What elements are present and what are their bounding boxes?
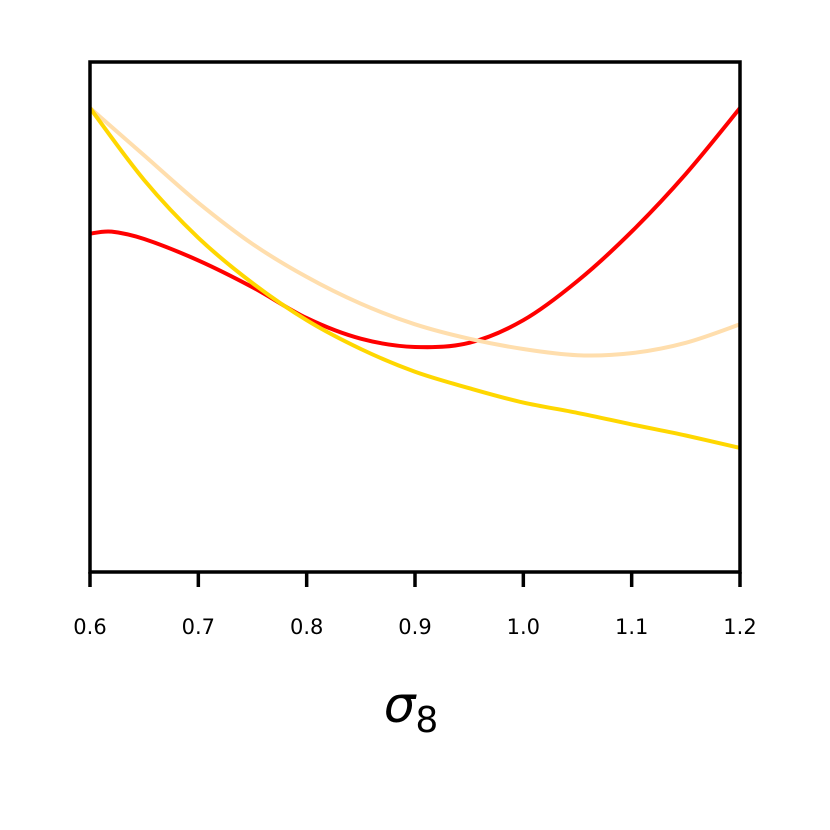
x-tick-label: 1.0 [507,615,540,639]
series-line-1 [89,106,742,350]
series-layer [88,106,742,450]
x-tick-label: 1.1 [615,615,648,639]
x-axis-label-subscript: 8 [415,700,438,741]
plot-frame [88,60,742,574]
x-tick-label: 0.9 [398,615,431,639]
series-line-2 [88,106,741,358]
series-line-3 [88,106,741,450]
x-tick-label: 0.6 [73,615,106,639]
x-tick-label: 0.7 [182,615,215,639]
x-tick-label: 1.2 [723,615,756,639]
x-axis-label: σ8 [384,676,439,741]
x-axis: 0.6 0.7 0.8 0.9 1.0 1.1 1.2 [73,572,757,639]
x-axis-label-symbol: σ [384,676,417,734]
x-tick-label: 0.8 [290,615,323,639]
